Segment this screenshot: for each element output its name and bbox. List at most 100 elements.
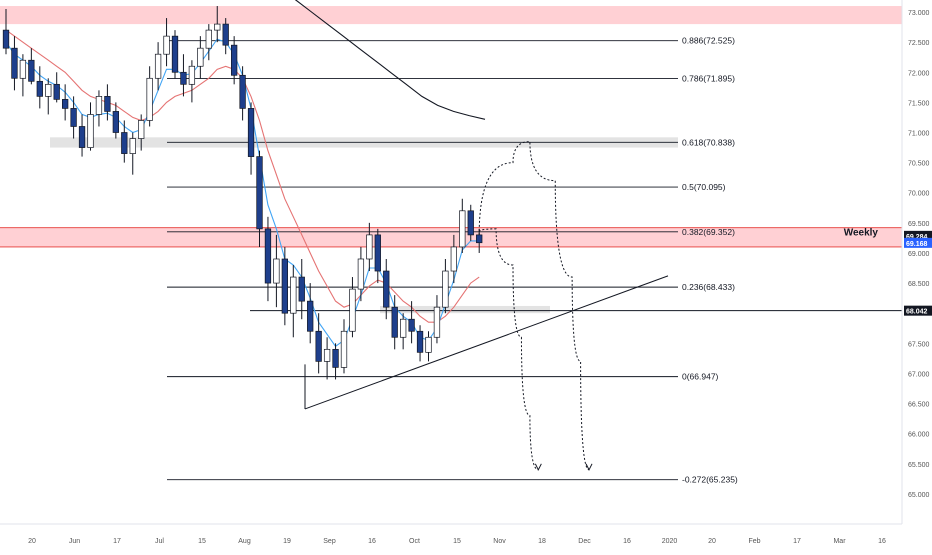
moving-averages-layer [5, 0, 486, 348]
candle-body [70, 108, 77, 127]
candle-body [366, 234, 373, 260]
y-axis-bg [902, 0, 932, 550]
y-tick-label: 65.000 [908, 492, 930, 499]
fib-label: 0.5(70.095) [682, 182, 726, 192]
fib-label: 0.618(70.838) [682, 137, 735, 147]
x-tick-label: 18 [538, 538, 546, 545]
candles-layer [2, 6, 483, 380]
candle-body [332, 348, 339, 368]
candle-body [19, 59, 27, 79]
candle-body [307, 300, 314, 332]
candle-body [45, 83, 52, 97]
x-tick-label: Jul [155, 538, 164, 545]
x-tick-label: Aug [238, 538, 251, 545]
x-axis[interactable]: 20 Jun 17 Jul 15 Aug 19 Sep 16 Oct 15 Nov 18 Dec 16 202… [0, 523, 902, 545]
resistance-zone [0, 6, 902, 25]
y-tick-label: 68.500 [908, 281, 930, 288]
candle-body [214, 23, 221, 31]
candle-body [11, 47, 18, 79]
y-tick-label: 65.500 [908, 462, 930, 469]
x-tick-label: Nov [493, 538, 506, 545]
projection-path-a [478, 141, 590, 471]
price-label: 69.284 [906, 234, 928, 241]
price-label: 69.168 [906, 241, 928, 248]
y-tick-label: 71.500 [908, 100, 930, 107]
y-tick-label: 69.500 [908, 221, 930, 228]
weekly-zone [0, 227, 902, 247]
candle-body [340, 330, 348, 368]
candle-body [323, 348, 331, 362]
candle-body [273, 258, 280, 284]
candle-body [138, 120, 145, 139]
candle-body [87, 114, 94, 148]
candle-body [205, 29, 212, 49]
projection-arrow [585, 463, 593, 471]
trendline [304, 275, 669, 410]
candle-body [197, 47, 204, 67]
candle-body [188, 65, 196, 85]
candle-body [425, 336, 432, 353]
x-tick-label: 19 [283, 538, 291, 545]
candle-body [2, 29, 10, 49]
candle-body [256, 156, 263, 230]
candle-body [433, 306, 441, 338]
gray-zone-2 [380, 305, 550, 314]
y-tick-label: 69.000 [908, 251, 930, 258]
candle-body [104, 96, 111, 112]
candle-body [154, 53, 162, 79]
candle-body [400, 318, 407, 338]
fib-label: 0.382(69.352) [682, 227, 735, 237]
x-tick-label: 17 [113, 538, 121, 545]
candle-body [450, 246, 457, 272]
candle-body [357, 258, 365, 290]
projection-path-b [478, 228, 539, 471]
fib-label: 0.236(68.433) [682, 282, 735, 292]
y-tick-label: 72.000 [908, 70, 930, 77]
y-tick-label: 72.500 [908, 40, 930, 47]
candle-body [36, 80, 43, 97]
candle-body [374, 234, 381, 272]
y-tick-label: 66.000 [908, 432, 930, 439]
candle-body [112, 111, 120, 133]
x-tick-label: Jun [69, 538, 80, 545]
x-tick-label: Feb [748, 538, 760, 545]
candle-body [78, 126, 86, 148]
x-tick-label: 16 [368, 538, 376, 545]
candle-body [247, 108, 255, 157]
candle-body [467, 210, 474, 236]
candle-body [459, 210, 466, 248]
candle-body [315, 330, 322, 362]
y-tick-label: 71.000 [908, 131, 930, 138]
y-tick-label: 70.000 [908, 191, 930, 198]
candle-body [121, 132, 128, 154]
candle-body [222, 23, 229, 46]
fib-label: 0.886(72.525) [682, 36, 735, 46]
projection-arrow [534, 463, 542, 471]
y-tick-label: 66.500 [908, 402, 930, 409]
candle-body [391, 306, 398, 338]
price-label-bg [904, 237, 932, 248]
candle-body [476, 234, 483, 244]
candle-body [408, 318, 415, 332]
price-label-bg [904, 230, 932, 241]
candle-body [264, 228, 272, 284]
candle-body [180, 71, 187, 85]
price-label: 68.042 [906, 309, 928, 316]
y-axis[interactable]: 73.000 72.500 72.000 71.500 71.000 70.500 70.0… [901, 0, 932, 550]
candle-body [281, 258, 288, 314]
candle-body [146, 77, 153, 121]
candle-body [61, 99, 69, 109]
x-tick-label: 15 [198, 538, 206, 545]
fib-label: -0.272(65.235) [682, 475, 738, 485]
candle-body [231, 44, 238, 76]
x-tick-label: Oct [409, 538, 420, 545]
fib-label: 0.786(71.895) [682, 74, 735, 84]
x-tick-label: 17 [793, 538, 801, 545]
ma-black-line [294, 0, 486, 120]
y-tick-label: 67.000 [908, 371, 930, 378]
candle-body [442, 270, 449, 308]
x-tick-label: Mar [833, 538, 846, 545]
y-tick-label: 73.000 [908, 10, 930, 17]
